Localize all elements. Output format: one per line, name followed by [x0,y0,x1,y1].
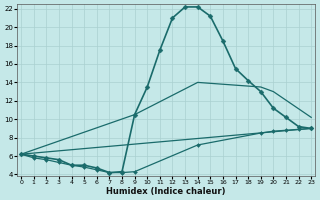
X-axis label: Humidex (Indice chaleur): Humidex (Indice chaleur) [107,187,226,196]
